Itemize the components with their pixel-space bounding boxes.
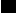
Text: $\sigma_1$: $\sigma_1$ (8, 0, 16, 3)
Text: $\mathbf{Ma_2}$: $\mathbf{Ma_2}$ (11, 0, 16, 13)
Text: $\sigma_s$: $\sigma_s$ (11, 0, 16, 13)
Text: $\sigma_2$: $\sigma_2$ (12, 0, 16, 11)
Text: $\mathbf{Ma_1}$: $\mathbf{Ma_1}$ (10, 0, 16, 13)
